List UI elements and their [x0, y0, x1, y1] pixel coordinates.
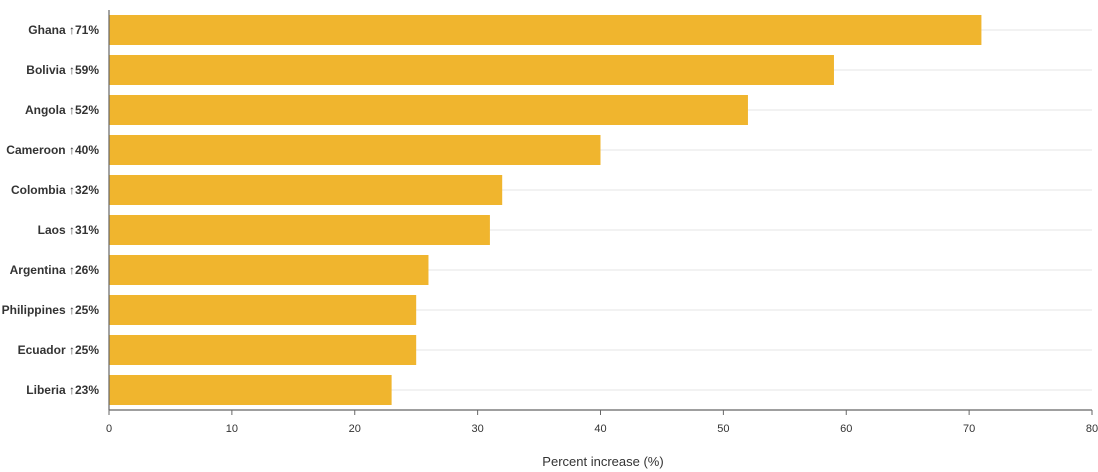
category-label: Ghana ↑71%	[28, 23, 99, 37]
x-tick-label: 80	[1086, 423, 1098, 435]
bar	[109, 295, 417, 325]
bar	[109, 95, 748, 125]
category-label: Argentina ↑26%	[10, 263, 100, 277]
x-axis-title: Percent increase (%)	[542, 454, 663, 469]
bars-layer	[109, 15, 982, 405]
x-tick-label: 10	[226, 423, 238, 435]
x-tick-label: 60	[840, 423, 852, 435]
x-tick-label: 20	[349, 423, 361, 435]
category-label: Liberia ↑23%	[26, 383, 99, 397]
x-tick-label: 40	[594, 423, 606, 435]
x-tick-label: 0	[106, 423, 112, 435]
bar	[109, 135, 601, 165]
category-label: Cameroon ↑40%	[6, 143, 99, 157]
bar	[109, 215, 490, 245]
category-label: Angola ↑52%	[25, 103, 99, 117]
category-label: Bolivia ↑59%	[26, 63, 99, 77]
category-label: Colombia ↑32%	[11, 183, 99, 197]
bar	[109, 15, 982, 45]
category-label: Ecuador ↑25%	[18, 343, 100, 357]
category-label: Laos ↑31%	[38, 223, 100, 237]
x-tick-label: 30	[472, 423, 484, 435]
category-label: Philippines ↑25%	[2, 303, 100, 317]
bar	[109, 175, 503, 205]
bar	[109, 255, 429, 285]
bar	[109, 375, 392, 405]
axis-layer: 0 10 20 30 40 50 60 70 80	[106, 10, 1098, 435]
labels-layer: Ghana ↑71% Bolivia ↑59% Angola ↑52% Cameroo…	[2, 23, 100, 397]
bar	[109, 55, 834, 85]
x-tick-label: 50	[717, 423, 729, 435]
x-tick-label: 70	[963, 423, 975, 435]
bar	[109, 335, 417, 365]
